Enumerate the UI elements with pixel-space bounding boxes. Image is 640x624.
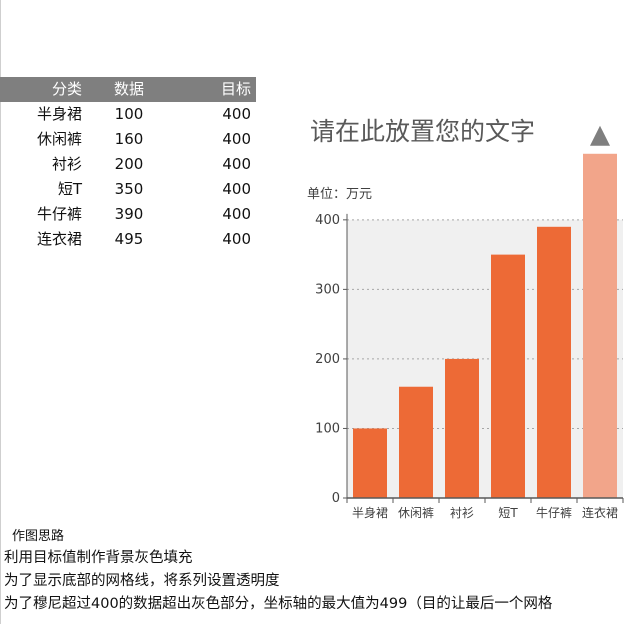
cell-target: 400: [222, 155, 251, 173]
table-header: 分类 数据 目标: [0, 77, 256, 102]
y-tick-label: 400: [315, 213, 340, 228]
cell-target: 400: [222, 105, 251, 123]
table-row: 短T 350 400: [0, 177, 256, 202]
bar-牛仔裤: [537, 226, 571, 498]
x-tick-label: 衬衫: [450, 506, 474, 520]
table-row: 半身裙 100 400: [0, 102, 256, 127]
cell-value: 390: [114, 205, 144, 223]
y-tick-label: 100: [315, 421, 340, 436]
bar-休闲裤: [399, 386, 433, 498]
notes-section: 作图思路 利用目标值制作背景灰色填充 为了显示底部的网格线，将系列设置透明度 为…: [4, 527, 640, 616]
header-value: 数据: [113, 80, 144, 98]
table-row: 牛仔裤 390 400: [0, 202, 256, 227]
cell-category: 短T: [57, 180, 82, 198]
table-row: 连衣裙 495 400: [0, 227, 256, 252]
cell-value: 100: [114, 105, 144, 123]
cell-category: 牛仔裤: [36, 205, 82, 223]
max-marker-icon: [590, 125, 610, 146]
y-tick-label: 0: [332, 491, 340, 506]
cell-target: 400: [222, 230, 251, 248]
y-tick-label: 300: [315, 282, 340, 297]
unit-label: 单位：万元: [307, 187, 372, 202]
cell-category: 连衣裙: [36, 230, 82, 248]
bar-衬衫: [445, 358, 479, 498]
chart-title: 请在此放置您的文字: [310, 117, 535, 146]
x-tick-label: 半身裙: [352, 505, 388, 520]
bar-chart: 请在此放置您的文字 单位：万元 0 100 200 300 400 半身裙 休闲裤 衬衫 短T…: [307, 117, 624, 520]
x-tick-label: 休闲裤: [398, 506, 434, 520]
cell-target: 400: [222, 130, 251, 148]
cell-value: 495: [114, 230, 144, 248]
x-tick-label: 牛仔裤: [536, 505, 572, 520]
cell-target: 400: [222, 205, 251, 223]
bar-短T: [491, 254, 525, 498]
table-row: 衬衫 200 400: [0, 152, 256, 177]
cell-category: 半身裙: [36, 105, 82, 123]
bar-半身裙: [353, 428, 387, 498]
notes-title: 作图思路: [12, 529, 65, 544]
window-left-border: [0, 0, 1, 624]
note-line: 为了穆尼超过400的数据超出灰色部分，坐标轴的最大值为499（目的让最后一个网格: [4, 596, 553, 612]
cell-value: 160: [114, 130, 144, 148]
data-table: 分类 数据 目标 半身裙 100 400 休闲裤 160 400 衬衫 200 …: [0, 77, 256, 252]
cell-category: 休闲裤: [36, 130, 82, 148]
header-category: 分类: [51, 80, 82, 98]
note-line: 利用目标值制作背景灰色填充: [4, 550, 193, 566]
cell-value: 350: [114, 180, 144, 198]
cell-value: 200: [114, 155, 144, 173]
cell-category: 衬衫: [51, 155, 82, 173]
header-target: 目标: [220, 80, 251, 98]
table-row: 休闲裤 160 400: [0, 127, 256, 152]
note-line: 为了显示底部的网格线，将系列设置透明度: [4, 573, 280, 589]
cell-target: 400: [222, 180, 251, 198]
x-tick-label: 连衣裙: [582, 505, 618, 520]
bar-连衣裙: [583, 153, 617, 498]
x-tick-label: 短T: [498, 506, 518, 520]
y-tick-label: 200: [315, 352, 340, 367]
